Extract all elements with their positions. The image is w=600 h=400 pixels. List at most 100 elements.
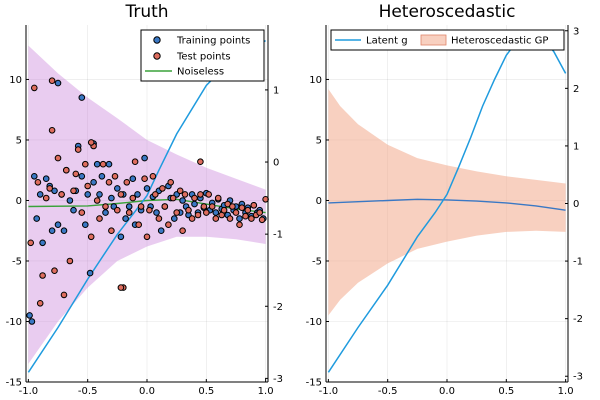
x-tick-label: 0.0 [139,386,155,397]
x-tick-label: -0.5 [378,386,398,397]
test-point [78,209,86,216]
legend-label-training: Training points [176,36,250,47]
test-point [27,239,35,247]
training-point [66,197,74,204]
training-point [48,227,56,234]
test-point [84,182,91,190]
test-point [141,175,148,182]
test-point [102,203,109,210]
training-point [236,215,243,222]
y2-tick-label: 1 [273,85,279,96]
test-point [93,197,101,204]
test-point [155,215,163,222]
test-point [167,179,174,186]
legend-label-test: Test points [176,52,231,63]
training-point [82,221,89,228]
test-point [74,146,82,153]
test-point [48,77,56,84]
y-tick-label: -10 [6,317,22,328]
y-tick-label: 5 [16,135,22,146]
test-point [208,203,216,210]
y-tick-label: -5 [312,256,322,267]
y-tick-label: 5 [316,135,322,146]
training-point [42,175,50,182]
y2-tick-label: -3 [273,374,283,385]
training-point [129,175,137,182]
chart-title-heteroscedastic: Heteroscedastic [379,2,516,22]
truth-legend: Training points Test points Noiseless [140,29,265,82]
test-point [212,215,220,222]
y2-tick-label: -2 [273,302,283,313]
x-tick-label: -0.5 [78,386,98,397]
test-point [250,202,258,209]
test-point [31,84,38,92]
test-point [229,203,236,210]
training-point [26,312,33,319]
truth-uncertainty-band [28,45,266,364]
legend-marker-training [153,36,161,44]
training-point [105,160,113,168]
training-point [141,154,148,162]
training-point [31,173,38,180]
test-point [51,267,58,275]
test-point [214,194,222,202]
y-tick-label: 10 [309,75,322,86]
training-point [98,173,106,180]
hetero-legend-box [330,29,565,51]
training-point [191,200,198,208]
panel-heteroscedastic: -1.0 -0.5 0.0 0.5 1.0-15-10-50510-3-2-10123 … [306,2,583,397]
y2-tick-label: -3 [573,372,583,383]
test-point [165,221,172,228]
y-tick-label: -5 [12,256,22,267]
test-point [63,166,70,174]
chart-title-truth: Truth [124,2,168,22]
training-point [86,269,94,277]
x-tick-label: 0.5 [498,386,514,397]
legend-label-latent-g: Latent g [366,36,408,47]
test-point [220,206,228,214]
y2-tick-label: -2 [573,314,583,325]
test-point [258,216,266,224]
test-point [123,179,131,186]
training-point [157,227,165,234]
x-tick-label: 1.0 [558,386,574,397]
test-point [39,272,46,279]
test-point [256,209,264,216]
training-point [60,227,68,234]
test-point [188,215,196,222]
y2-tick-label: 0 [573,199,579,210]
training-point [102,209,109,216]
legend-label-noiseless: Noiseless [177,67,224,78]
test-point [152,191,159,198]
training-point [93,160,101,168]
test-point [48,127,56,134]
test-point [70,187,77,195]
test-point [159,185,166,192]
test-point [236,221,243,228]
test-point [58,191,65,198]
test-point [82,160,89,168]
y-tick-label: -15 [6,378,22,389]
y-tick-label: 10 [9,75,22,86]
test-point [114,206,121,214]
training-point [122,215,129,222]
truth-band-layer [28,45,266,364]
test-point [117,284,125,291]
training-point [117,233,125,241]
y2-tick-label: -1 [273,230,283,241]
test-point [87,139,95,146]
training-point [84,191,91,198]
test-point [242,212,249,220]
truth-points-layer [26,77,269,325]
x-tick-label: 0.0 [439,386,455,397]
training-point [212,209,220,216]
training-point [78,173,86,180]
test-point [248,215,255,222]
training-point [114,185,121,192]
training-point [70,206,77,214]
y2-tick-label: -1 [573,257,583,268]
test-point [197,191,204,198]
